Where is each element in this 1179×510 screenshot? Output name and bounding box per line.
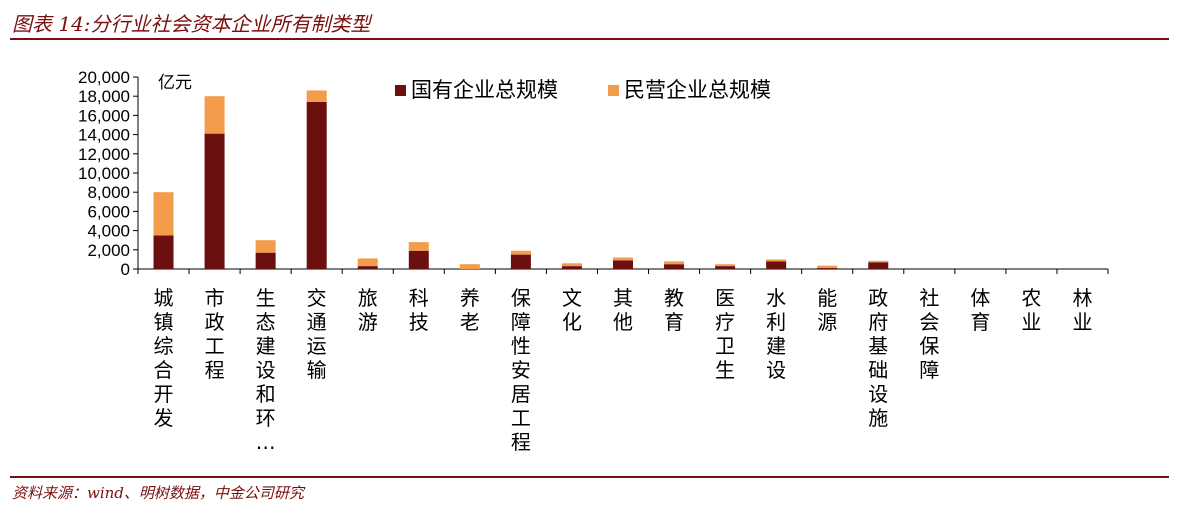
bar-segment-state	[204, 133, 225, 269]
legend-label: 民营企业总规模	[624, 78, 771, 102]
chart-bars	[153, 90, 889, 270]
bar-segment-private	[664, 261, 685, 265]
bar-segment-private	[459, 264, 480, 269]
chart-axes	[133, 76, 1109, 274]
legend: 国有企业总规模 民营企业总规模	[395, 78, 771, 102]
bar-segment-private	[868, 260, 889, 263]
bar-segment-state	[408, 250, 429, 269]
bar-segment-state	[561, 266, 582, 269]
bar-segment-private	[306, 90, 327, 102]
bar-segment-private	[153, 192, 174, 236]
x-category-label: 体育	[970, 286, 990, 334]
bar-segment-state	[306, 101, 327, 270]
y-tick-label: 18,000	[78, 87, 130, 106]
x-category-label: 文化	[562, 286, 582, 334]
bar-segment-state	[357, 266, 378, 269]
y-tick-label: 12,000	[78, 145, 130, 164]
bar-segment-state	[664, 264, 685, 269]
y-tick-label: 8,000	[87, 183, 130, 202]
x-category-label: 科技	[409, 286, 429, 334]
y-tick-label: 14,000	[78, 126, 130, 145]
legend-label: 国有企业总规模	[411, 78, 558, 102]
x-category-label: 社会保障	[919, 286, 939, 382]
x-category-label: 教育	[664, 286, 684, 334]
x-category-label: 其他	[613, 286, 633, 334]
source-rule	[10, 476, 1169, 478]
y-tick-label: 2,000	[87, 241, 130, 260]
stacked-bar-chart: 02,0004,0006,0008,00010,00012,00014,0001…	[78, 68, 1109, 454]
bar-segment-state	[715, 266, 736, 269]
bar-segment-state	[153, 235, 174, 269]
y-tick-label: 6,000	[87, 202, 130, 221]
legend-swatch	[395, 85, 406, 96]
source-note: 资料来源：wind、明树数据，中金公司研究	[12, 484, 304, 502]
x-category-label: 交通运输	[307, 286, 327, 382]
bar-segment-state	[255, 252, 276, 269]
bar-segment-state	[817, 268, 838, 269]
x-category-label: 保障性安居工程	[511, 286, 531, 454]
x-category-label: 养老	[460, 286, 480, 334]
x-category-label: 林业	[1072, 286, 1092, 334]
x-category-label: 城镇综合开发	[154, 286, 174, 430]
y-tick-label: 4,000	[87, 222, 130, 241]
bar-segment-private	[408, 242, 429, 251]
x-category-label: 能源	[817, 286, 837, 334]
x-category-label: 农业	[1021, 286, 1041, 334]
bar-segment-private	[357, 258, 378, 267]
bar-segment-private	[204, 96, 225, 134]
x-category-label: 水利建设	[766, 286, 786, 382]
x-category-label: 生态建设和环…	[256, 286, 276, 454]
y-tick-label: 16,000	[78, 106, 130, 125]
x-category-label: 政府基础设施	[868, 286, 888, 430]
y-tick-label: 0	[121, 260, 130, 279]
bar-segment-private	[561, 263, 582, 267]
bar-segment-state	[868, 262, 889, 269]
bar-segment-private	[817, 265, 838, 269]
x-category-label: 医疗卫生	[715, 286, 735, 382]
y-tick-labels: 02,0004,0006,0008,00010,00012,00014,0001…	[78, 68, 130, 279]
y-unit-label: 亿元	[158, 73, 192, 93]
legend-swatch	[608, 85, 619, 96]
y-tick-label: 10,000	[78, 164, 130, 183]
x-category-label: 市政工程	[205, 286, 225, 382]
y-tick-label: 20,000	[78, 68, 130, 87]
bar-segment-private	[613, 257, 633, 261]
bar-segment-state	[510, 254, 531, 269]
figure-title: 图表 14:分行业社会资本企业所有制类型	[12, 12, 371, 36]
bar-segment-state	[613, 260, 633, 269]
title-rule	[10, 38, 1169, 40]
bar-segment-private	[715, 264, 736, 267]
bar-segment-private	[510, 250, 531, 255]
bar-segment-private	[255, 240, 276, 253]
bar-segment-state	[766, 261, 787, 269]
bar-segment-private	[766, 259, 787, 262]
x-category-label: 旅游	[358, 286, 378, 334]
